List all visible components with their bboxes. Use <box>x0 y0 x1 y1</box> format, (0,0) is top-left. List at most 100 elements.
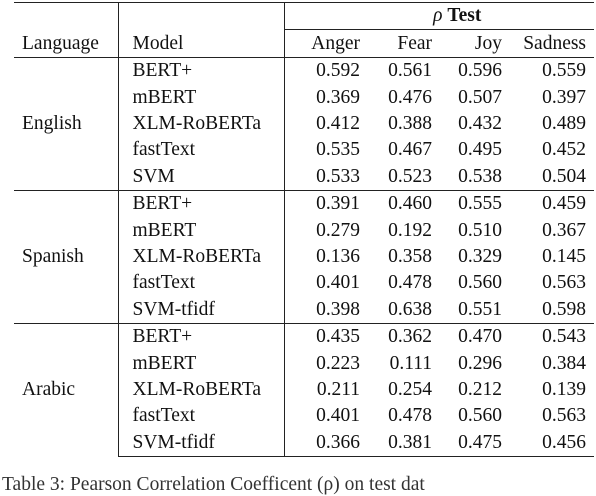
table-row: fastText 0.401 0.478 0.560 0.563 <box>14 269 594 297</box>
anger-value: 0.401 <box>316 272 360 294</box>
model-name: mBERT <box>118 350 285 377</box>
joy-value: 0.560 <box>458 405 502 427</box>
rho-symbol: ρ <box>433 5 443 27</box>
model-name: BERT+ <box>118 322 285 351</box>
anger-value: 0.223 <box>316 352 360 374</box>
fear-value: 0.478 <box>388 405 432 427</box>
anger-value: 0.391 <box>284 189 366 218</box>
model-name: SVM <box>118 163 285 191</box>
model-name: fastText <box>118 402 285 430</box>
anger-value: 0.279 <box>316 219 360 241</box>
fear-value: 0.192 <box>388 219 432 241</box>
column-header-model: Model <box>118 29 285 58</box>
table-row: XLM-RoBERTa 0.136 0.358 0.329 0.145 <box>14 243 594 270</box>
model-name: fastText <box>118 269 285 297</box>
joy-value: 0.329 <box>458 245 502 267</box>
language-label: Arabic <box>14 322 119 457</box>
table-row: SVM-tfidf 0.366 0.381 0.475 0.456 <box>14 429 595 457</box>
column-header-language: Language <box>14 29 119 58</box>
super-header-blank-model <box>118 1 285 30</box>
fear-value: 0.561 <box>366 56 438 85</box>
column-header-fear: Fear <box>397 32 432 54</box>
sadness-value: 0.452 <box>542 139 587 161</box>
fear-value: 0.381 <box>366 429 438 457</box>
model-name: XLM-RoBERTa <box>118 376 285 403</box>
model-name: mBERT <box>118 84 285 111</box>
fear-value: 0.478 <box>388 272 432 294</box>
language-label: English <box>14 56 119 191</box>
table-body: English BERT+ 0.592 0.561 0.596 0.559 mBERT 0.3… <box>14 56 595 457</box>
joy-value: 0.432 <box>458 113 502 134</box>
results-table-container: ρ Test Language Model Anger Fear Joy Sad… <box>14 1 595 457</box>
anger-value: 0.435 <box>284 322 366 351</box>
model-name: XLM-RoBERTa <box>118 243 285 270</box>
joy-value: 0.555 <box>438 189 508 218</box>
model-name: fastText <box>118 136 285 164</box>
anger-value: 0.533 <box>316 165 360 187</box>
table-row: XLM-RoBERTa 0.211 0.254 0.212 0.139 <box>14 376 594 403</box>
test-label: Test <box>447 5 482 27</box>
sadness-value: 0.559 <box>508 56 595 85</box>
sadness-value: 0.563 <box>542 405 587 427</box>
table-row: English BERT+ 0.592 0.561 0.596 0.559 <box>14 56 595 191</box>
model-name: mBERT <box>118 217 285 244</box>
super-header-blank-language <box>14 1 119 30</box>
column-header-sadness: Sadness <box>523 32 587 54</box>
joy-value: 0.551 <box>458 298 502 320</box>
fear-value: 0.358 <box>388 245 432 267</box>
anger-value: 0.136 <box>316 245 360 267</box>
anger-value: 0.211 <box>316 378 360 400</box>
anger-value: 0.398 <box>316 298 360 320</box>
anger-value: 0.592 <box>284 56 366 85</box>
table-row: XLM-RoBERTa 0.412 0.388 0.432 0.489 <box>14 110 594 137</box>
anger-value: 0.401 <box>316 405 360 427</box>
sadness-value: 0.504 <box>542 165 587 187</box>
model-name: BERT+ <box>118 56 285 85</box>
language-label: Spanish <box>14 189 119 324</box>
table-row: fastText 0.401 0.478 0.560 0.563 <box>14 402 594 430</box>
table-row: Spanish BERT+ 0.391 0.460 0.555 0.459 <box>14 189 595 324</box>
column-header-row: Language Model Anger Fear Joy Sadness <box>14 29 594 58</box>
fear-value: 0.523 <box>388 165 432 187</box>
joy-value: 0.296 <box>458 352 502 374</box>
sadness-value: 0.563 <box>542 272 587 294</box>
sadness-value: 0.459 <box>508 189 595 218</box>
table-row: SVM-tfidf 0.398 0.638 0.551 0.598 <box>14 296 594 324</box>
fear-value: 0.460 <box>366 189 438 218</box>
sadness-value: 0.456 <box>508 429 595 457</box>
model-name: XLM-RoBERTa <box>118 110 285 137</box>
joy-value: 0.212 <box>458 378 502 400</box>
joy-value: 0.510 <box>458 219 502 241</box>
model-name: SVM-tfidf <box>118 296 285 324</box>
table-row: mBERT 0.223 0.111 0.296 0.384 <box>14 350 594 377</box>
fear-value: 0.476 <box>388 86 432 108</box>
sadness-value: 0.489 <box>542 113 587 134</box>
sadness-value: 0.367 <box>542 219 587 241</box>
sadness-value: 0.384 <box>542 352 587 374</box>
fear-value: 0.254 <box>388 378 432 400</box>
sadness-value: 0.397 <box>542 86 587 108</box>
sadness-value: 0.543 <box>508 322 595 351</box>
table-row: mBERT 0.279 0.192 0.510 0.367 <box>14 217 594 244</box>
table-row: Arabic BERT+ 0.435 0.362 0.470 0.543 <box>14 322 595 457</box>
column-header-anger: Anger <box>311 32 360 54</box>
fear-value: 0.467 <box>388 139 432 161</box>
fear-value: 0.638 <box>388 298 432 320</box>
fear-value: 0.388 <box>388 113 432 134</box>
fear-value: 0.362 <box>366 322 438 351</box>
joy-value: 0.538 <box>458 165 502 187</box>
model-name: SVM-tfidf <box>118 429 285 457</box>
anger-value: 0.369 <box>316 86 360 108</box>
table-caption: Table 3: Pearson Correlation Coefficent … <box>2 474 425 495</box>
anger-value: 0.535 <box>316 139 360 161</box>
super-header-row: ρ Test <box>14 1 595 31</box>
table-row: SVM 0.533 0.523 0.538 0.504 <box>14 163 594 191</box>
rho-test-header: ρ Test <box>284 1 595 31</box>
anger-value: 0.412 <box>316 113 360 134</box>
sadness-value: 0.598 <box>542 298 587 320</box>
joy-value: 0.470 <box>438 322 508 351</box>
fear-value: 0.111 <box>389 352 432 374</box>
column-header-joy: Joy <box>474 32 502 54</box>
table-row: fastText 0.535 0.467 0.495 0.452 <box>14 136 594 164</box>
correlation-table: ρ Test Language Model Anger Fear Joy Sad… <box>14 1 595 457</box>
